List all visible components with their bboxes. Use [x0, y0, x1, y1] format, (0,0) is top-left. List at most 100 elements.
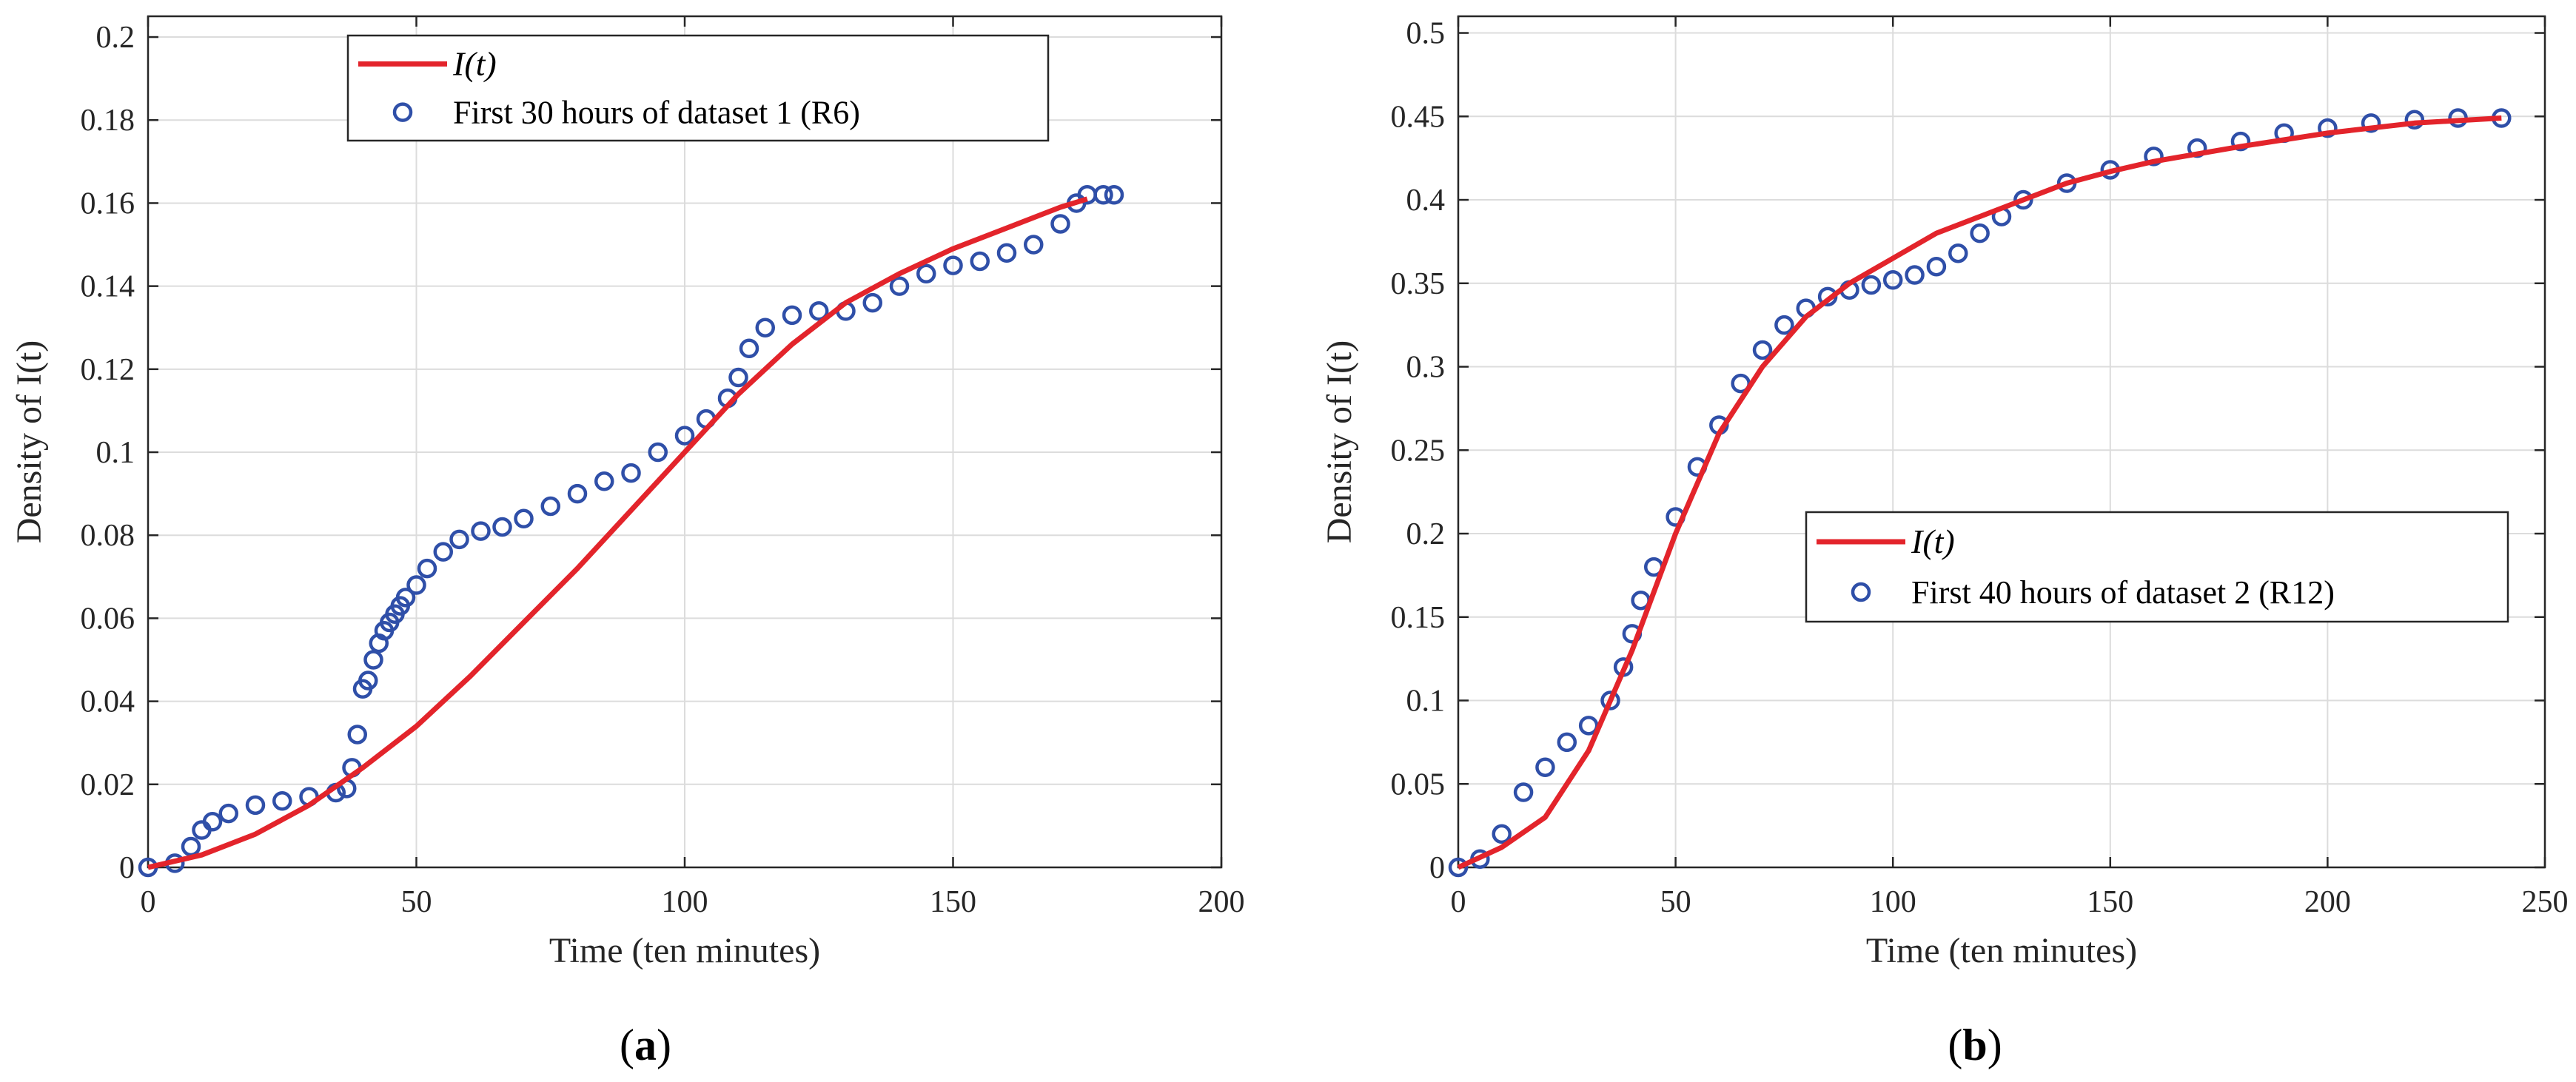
data-point: [492, 517, 512, 537]
data-point: [782, 305, 802, 326]
legend-label-data: First 40 hours of dataset 2 (R12): [1911, 574, 2335, 611]
legend-box: [346, 34, 1050, 142]
data-point: [755, 317, 775, 337]
legend-label-model: I(t): [452, 44, 497, 82]
x-axis-label: Time (ten minutes): [1866, 931, 2137, 970]
data-point: [1774, 315, 1794, 335]
data-point: [181, 836, 201, 857]
data-point: [1600, 690, 1620, 710]
data-point: [2404, 110, 2425, 130]
data-point: [2013, 189, 2033, 210]
y-tick-label: 0.2: [96, 21, 135, 55]
y-tick-label: 0.1: [1406, 685, 1446, 719]
y-axis-label: Density of I(t): [1320, 340, 1359, 544]
data-point: [218, 803, 238, 824]
data-point: [1926, 256, 1947, 277]
x-axis-label: Time (ten minutes): [549, 931, 820, 970]
x-tick-label: 0: [141, 885, 156, 919]
data-point: [1535, 757, 1555, 777]
y-tick-label: 0.02: [81, 768, 135, 802]
y-tick-label: 0: [1429, 851, 1445, 885]
y-tick-label: 0.04: [81, 685, 135, 719]
data-point: [1557, 732, 1577, 753]
data-point: [2144, 147, 2164, 167]
data-point: [347, 725, 367, 745]
y-tick-label: 0: [119, 851, 135, 885]
panel-paren-close: ): [657, 1021, 671, 1069]
data-point: [417, 558, 437, 579]
data-point: [2318, 118, 2338, 138]
y-tick-label: 0.05: [1391, 767, 1446, 802]
panel-a: 0 50 100 150 200 0 0.02 0.04 0.06 0.08 0.1 0.12 0.14…: [10, 15, 1245, 1069]
data-point: [1050, 214, 1070, 234]
x-tick-label: 50: [1660, 885, 1691, 919]
y-tick-label: 0.14: [81, 270, 135, 304]
y-tick-label: 0.3: [1406, 351, 1446, 385]
axes-box: [1457, 15, 2546, 869]
y-tick-label: 0.18: [81, 104, 135, 138]
legend-label-data: First 30 hours of dataset 1 (R6): [453, 95, 860, 131]
data-point: [739, 338, 759, 359]
data-point: [1882, 270, 1903, 290]
x-tick-label: 250: [2522, 885, 2569, 919]
model-curve: [147, 196, 1088, 870]
data-point: [272, 790, 292, 811]
y-tick-label: 0.2: [1406, 517, 1446, 551]
data-point: [970, 251, 990, 272]
data-point: [1861, 275, 1882, 295]
y-tick-label: 0.15: [1391, 601, 1446, 635]
data-point: [1513, 782, 1534, 802]
panel-paren-open: (: [1948, 1021, 1962, 1069]
data-point: [395, 588, 416, 608]
data-point: [433, 542, 453, 562]
data-point: [1104, 184, 1124, 205]
data-point: [406, 575, 426, 595]
legend-circle-swatch: [1851, 582, 1871, 602]
legend-label-model: I(t): [1911, 522, 1955, 560]
data-point: [1024, 235, 1044, 255]
legend-box: [1805, 511, 2509, 623]
data-point: [728, 367, 748, 388]
data-point: [2230, 131, 2251, 152]
data-point: [594, 471, 614, 491]
y-tick-label: 0.35: [1391, 267, 1446, 301]
data-point: [1492, 824, 1512, 844]
y-tick-label: 0.08: [81, 519, 135, 553]
panel-paren-open: (: [620, 1021, 634, 1069]
data-point: [514, 508, 534, 529]
x-tick-label: 150: [2087, 885, 2133, 919]
data-point: [358, 671, 378, 690]
data-point: [2361, 113, 2381, 133]
panel-label: (a): [620, 1021, 671, 1069]
data-point: [809, 301, 829, 321]
y-tick-label: 0.5: [1406, 17, 1446, 51]
panel-label: (b): [1948, 1021, 2002, 1069]
y-tick-label: 0.16: [81, 187, 135, 221]
data-point: [862, 292, 882, 313]
y-tick-label: 0.45: [1391, 100, 1446, 134]
data-point: [245, 795, 266, 816]
data-point: [943, 255, 963, 275]
panel-letter: b: [1962, 1021, 1987, 1069]
data-point: [674, 426, 695, 446]
plot-area: [1458, 16, 2545, 867]
data-point: [648, 442, 668, 463]
x-tick-label: 100: [662, 885, 708, 919]
data-point: [1448, 857, 1469, 878]
x-tick-label: 150: [930, 885, 976, 919]
data-point: [540, 496, 560, 517]
data-point: [1752, 340, 1773, 360]
legend: I(t) First 40 hours of dataset 2 (R12): [1805, 511, 2509, 623]
data-point: [1970, 223, 1990, 243]
data-point: [621, 463, 641, 483]
x-tick-label: 100: [1870, 885, 1916, 919]
y-tick-label: 0.06: [81, 602, 135, 636]
x-tick-label: 50: [401, 885, 432, 919]
data-point: [1948, 243, 1968, 263]
y-tick-label: 0.12: [81, 353, 135, 387]
data-point: [889, 276, 910, 296]
x-tick-label: 200: [1198, 885, 1245, 919]
y-tick-label: 0.1: [96, 436, 135, 470]
data-point: [1905, 265, 1925, 285]
